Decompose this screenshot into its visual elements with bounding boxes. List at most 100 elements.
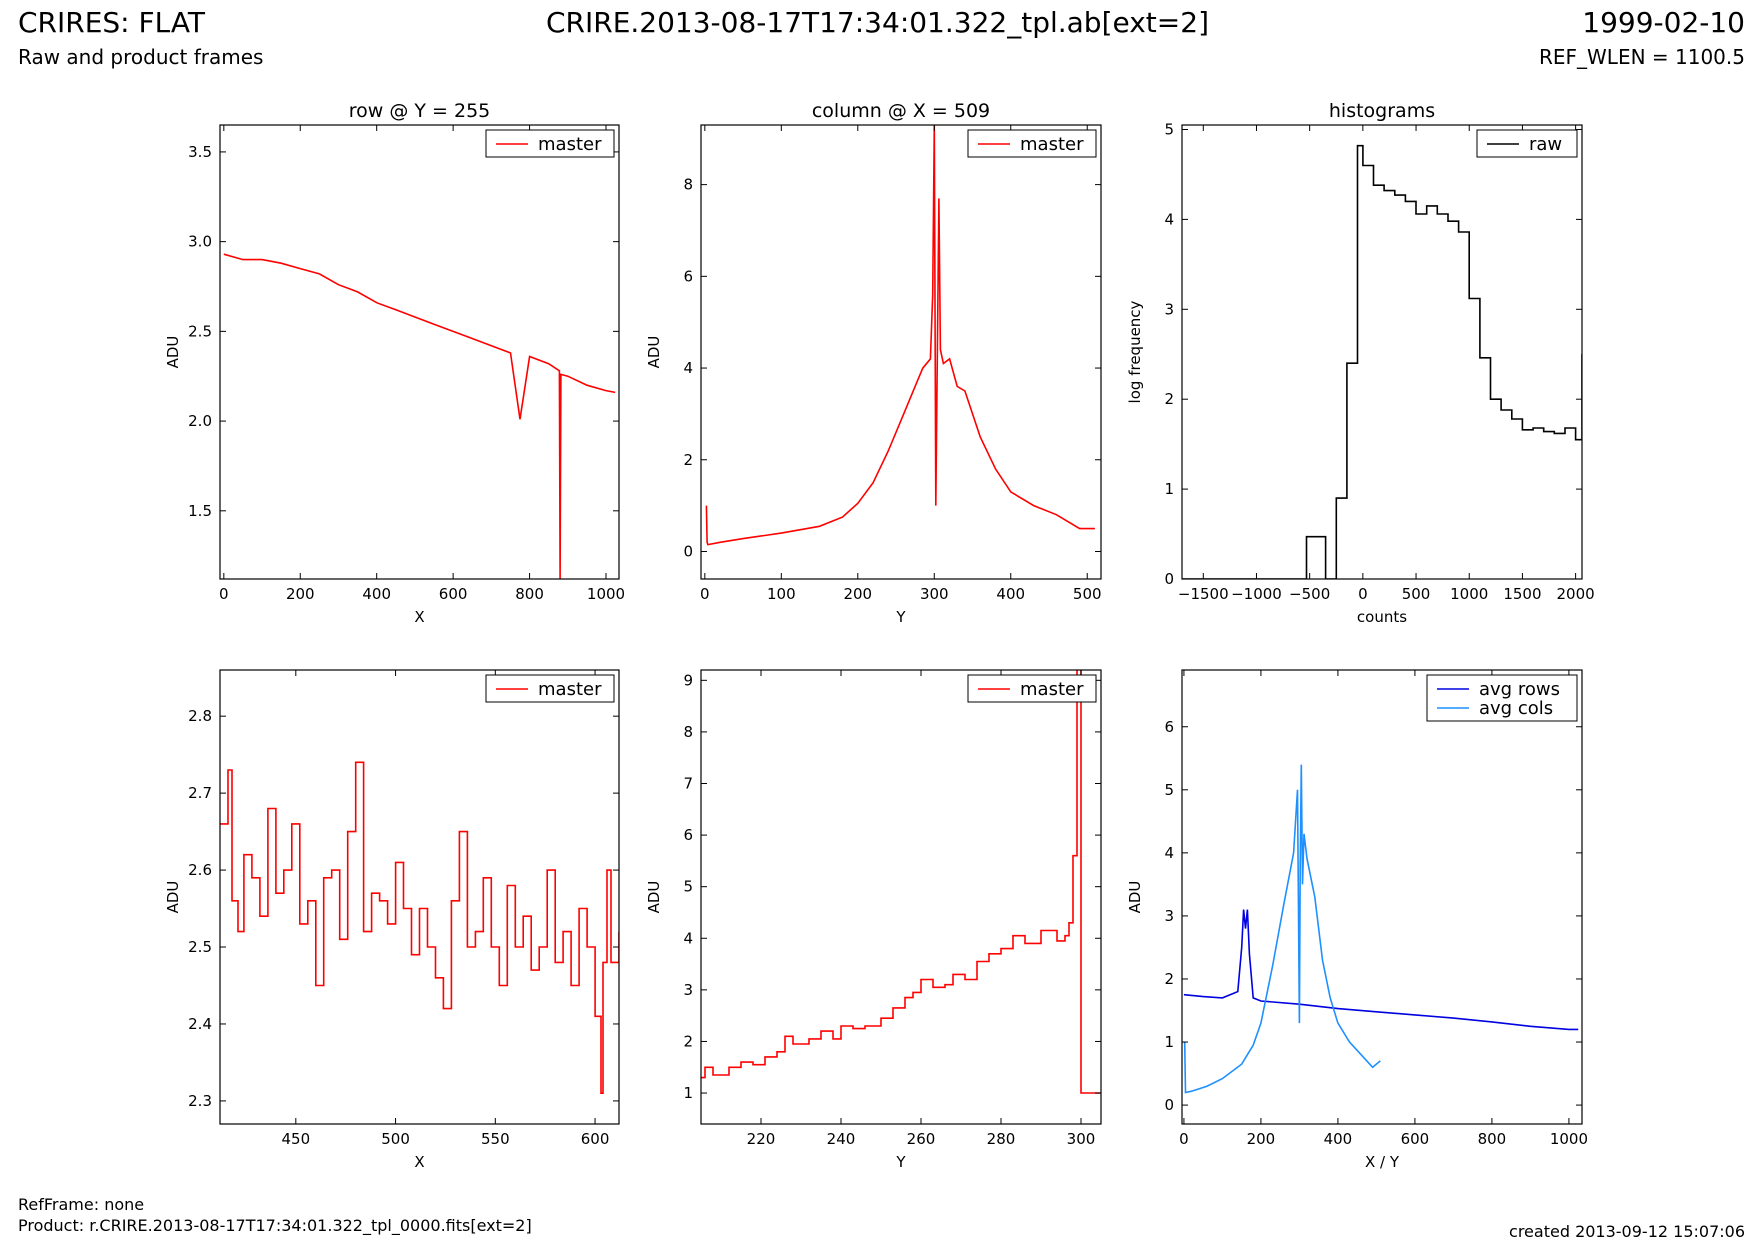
y-tick-label: 1 [683,1084,693,1102]
x-tick-label: 0 [1358,585,1368,603]
y-tick-label: 2.5 [188,938,212,956]
legend-entry: master [1020,679,1084,700]
legend: raw [1476,129,1578,158]
y-tick-label: 1 [1164,480,1174,498]
legend: master [967,129,1097,158]
y-axis-label: log frequency [1126,300,1144,403]
ref-wavelength: REF_WLEN = 1100.5 [1538,45,1745,69]
y-tick-label: 3.5 [188,143,212,161]
y-axis-label: ADU [1126,881,1144,914]
y-tick-label: 2.4 [188,1015,212,1033]
y-tick-label: 8 [683,723,693,741]
series-line-avg-rows [1183,909,1579,1031]
y-tick-label: 2 [1164,970,1174,988]
series-line-master [701,670,1101,1094]
y-tick-label: 2.3 [188,1092,212,1110]
x-axis-label: Y [895,608,906,626]
refframe-label: RefFrame: none [18,1195,145,1214]
x-tick-label: −1500 [1178,585,1229,603]
series-line-avg-cols [1183,764,1381,1094]
y-tick-label: 2.6 [188,861,212,879]
y-tick-label: 2 [1164,390,1174,408]
x-tick-label: 600 [439,585,468,603]
x-tick-label: 400 [1324,1130,1353,1148]
x-axis-label: X [414,1153,424,1171]
product-label: Product: r.CRIRE.2013-08-17T17:34:01.322… [18,1216,532,1235]
y-tick-label: 4 [683,359,693,377]
created-timestamp: created 2013-09-12 15:07:06 [1509,1222,1745,1241]
legend: master [967,674,1097,703]
y-tick-label: 2 [683,451,693,469]
chart-panel-2: 0 100 200 300 400 500 0 2 4 6 8 column @ X = 509 Y AD… [645,100,1102,626]
series-line-raw [1182,144,1582,579]
x-tick-label: 2000 [1557,585,1595,603]
y-tick-label: 0 [1164,1096,1174,1114]
legend: master [485,129,615,158]
x-tick-label: 500 [381,1130,410,1148]
y-tick-label: 4 [1164,844,1174,862]
plot-frame [1181,669,1583,1125]
observation-date: 1999-02-10 [1582,6,1745,39]
plot-frame [219,124,620,580]
y-tick-label: 2 [683,1032,693,1050]
plot-frame [700,669,1102,1125]
y-tick-label: 2.8 [188,707,212,725]
y-axis-label: ADU [164,336,182,369]
x-axis-label: X [414,608,424,626]
y-tick-label: 4 [1164,210,1174,228]
x-tick-label: 260 [907,1130,936,1148]
y-tick-label: 1.5 [188,502,212,520]
plot-frame [1181,124,1583,580]
x-tick-label: 220 [747,1130,776,1148]
y-tick-label: 5 [1164,781,1174,799]
legend-entry: master [538,679,602,700]
y-tick-label: 3 [683,981,693,999]
legend-entry: avg cols [1479,698,1553,719]
x-tick-label: 200 [286,585,315,603]
x-axis-label: counts [1357,608,1407,626]
x-axis-label: Y [895,1153,906,1171]
y-tick-label: 3 [1164,907,1174,925]
chart-panel-4: 450 500 550 600 2.3 2.4 2.5 2.6 2.7 2.8 X ADU master [164,669,620,1171]
y-tick-label: 7 [683,775,693,793]
chart-set-subtitle: Raw and product frames [18,45,264,69]
y-tick-label: 0 [683,542,693,560]
x-tick-label: 400 [996,585,1025,603]
y-tick-label: 8 [683,176,693,194]
x-tick-label: 300 [1067,1130,1096,1148]
x-tick-label: −500 [1289,585,1330,603]
series-line-master [220,761,619,1094]
y-axis-label: ADU [164,881,182,914]
legend-entry: master [538,134,602,155]
x-tick-label: 1000 [587,585,625,603]
x-tick-label: 200 [1247,1130,1276,1148]
x-tick-label: 1000 [1450,585,1488,603]
legend-box [1426,674,1578,722]
y-axis-label: ADU [645,336,663,369]
legend-entry: avg rows [1479,679,1560,700]
x-tick-label: 600 [1401,1130,1430,1148]
x-tick-label: 400 [362,585,391,603]
y-tick-label: 2.5 [188,322,212,340]
x-tick-label: −1000 [1231,585,1282,603]
chart-panel-3: −1500 −1000 −500 0 500 1000 1500 2000 0 1 2 3 4 5 hist… [1126,100,1595,626]
x-tick-label: 600 [581,1130,610,1148]
x-tick-label: 200 [843,585,872,603]
y-tick-label: 4 [683,929,693,947]
y-tick-label: 3.0 [188,233,212,251]
legend-entry: raw [1529,134,1562,155]
y-tick-label: 0 [1164,570,1174,588]
x-tick-label: 500 [1402,585,1431,603]
chart-set-title: CRIRES: FLAT [18,6,205,39]
y-tick-label: 9 [683,671,693,689]
x-tick-label: 550 [481,1130,510,1148]
x-tick-label: 450 [281,1130,310,1148]
y-tick-label: 3 [1164,300,1174,318]
x-tick-label: 800 [1478,1130,1507,1148]
series-line-master [705,125,1095,546]
y-tick-label: 5 [683,878,693,896]
x-tick-label: 0 [700,585,710,603]
x-tick-label: 0 [1179,1130,1189,1148]
y-tick-label: 5 [1164,120,1174,138]
